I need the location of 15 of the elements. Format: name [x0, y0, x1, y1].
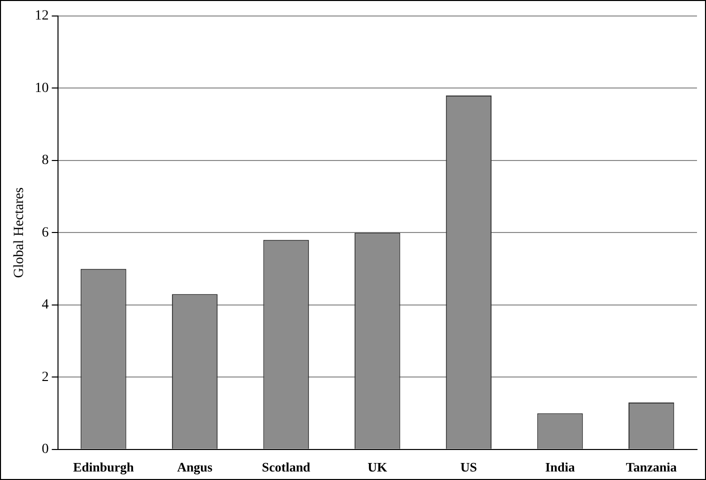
y-tick-label: 2 [42, 370, 49, 385]
y-tick-label: 10 [34, 80, 49, 96]
x-tick-label: Edinburgh [73, 460, 135, 475]
y-tick-label: 8 [42, 153, 49, 168]
x-tick-label: Tanzania [626, 460, 678, 475]
x-tick-label: UK [368, 460, 388, 475]
y-tick-label: 4 [42, 298, 49, 313]
x-tick-label: Scotland [262, 460, 312, 475]
x-tick-label: US [460, 460, 478, 475]
y-tick-label: 12 [34, 8, 49, 24]
x-tick-label: India [545, 460, 576, 475]
y-axis-title: Global Hectares [12, 187, 28, 278]
x-tick-label: Angus [177, 460, 212, 475]
y-tick-label: 6 [42, 225, 49, 240]
y-tick-label: 0 [42, 442, 49, 458]
